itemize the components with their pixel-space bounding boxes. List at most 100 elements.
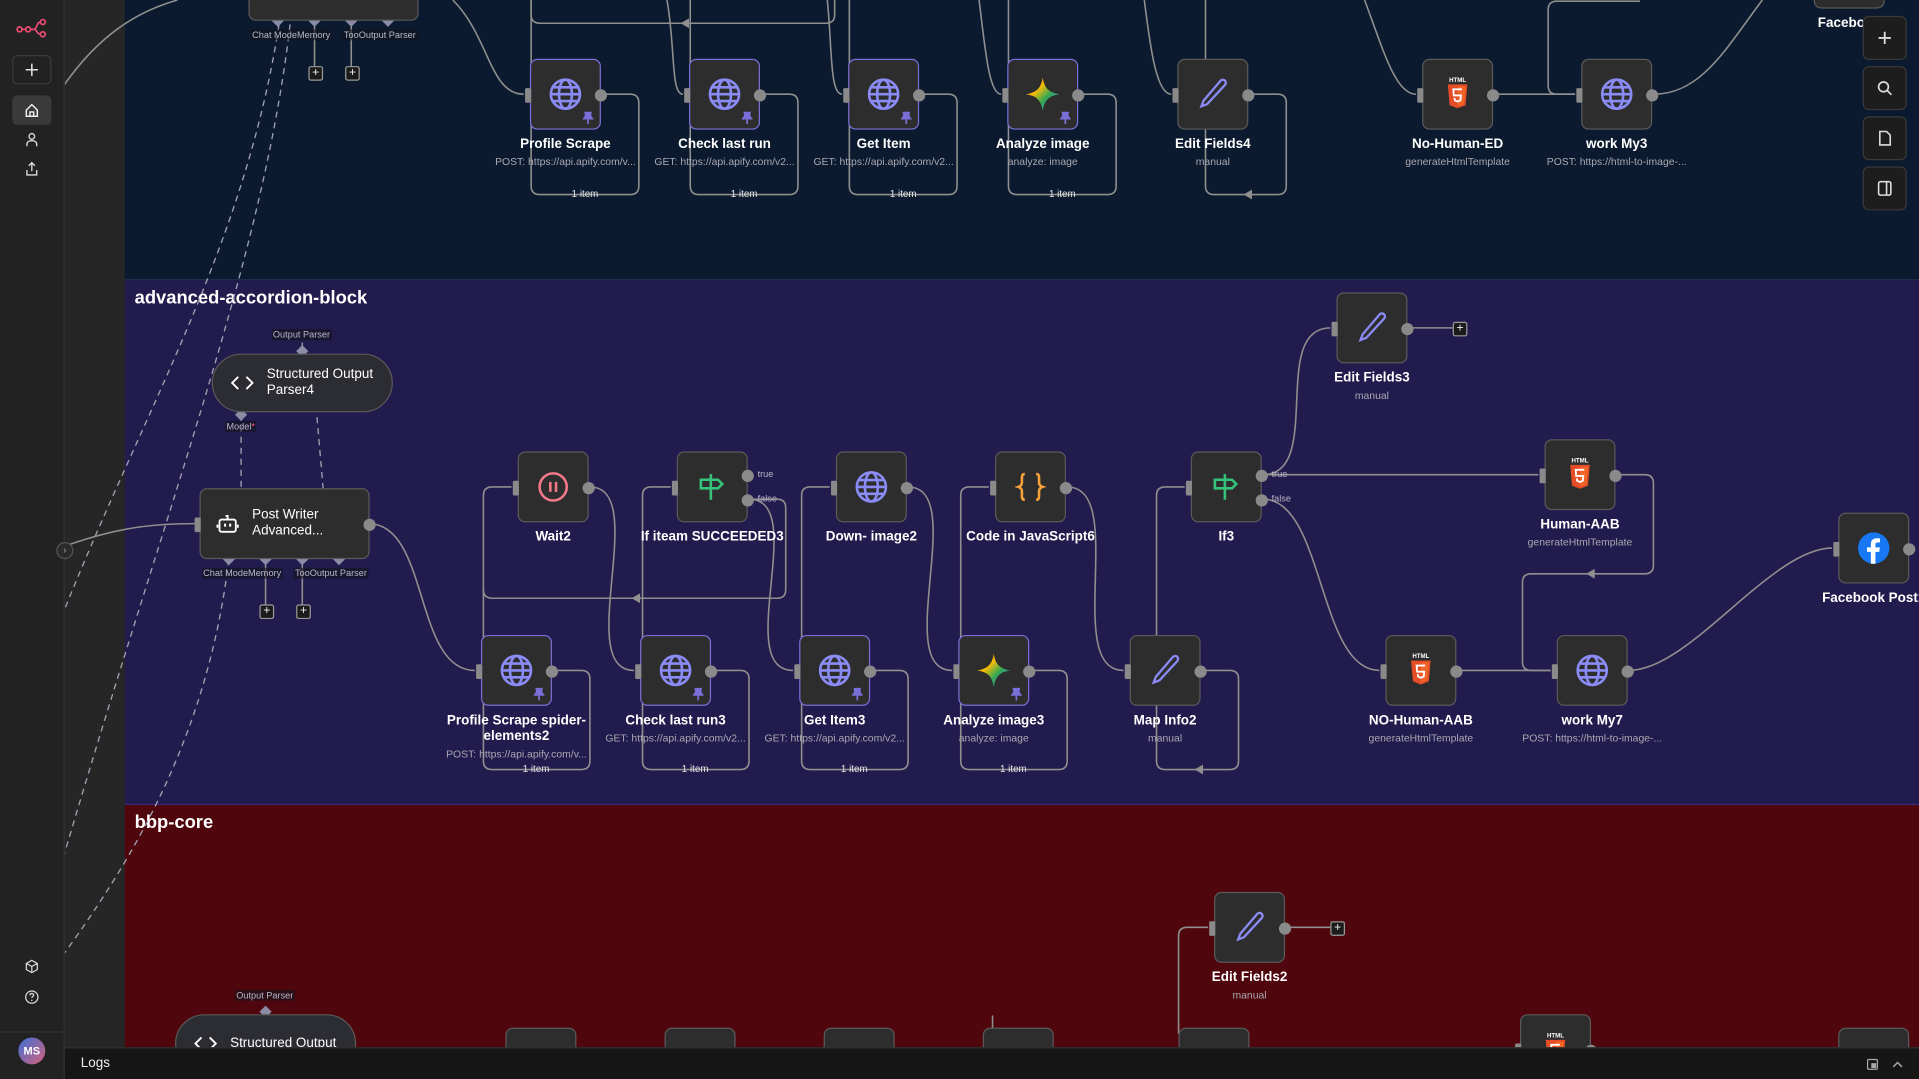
- pin-icon[interactable]: [851, 687, 863, 701]
- output-handle[interactable]: [1278, 922, 1292, 935]
- add-sticky-note-button[interactable]: [1862, 116, 1907, 161]
- node-map-info2[interactable]: [1124, 634, 1207, 706]
- input-handle[interactable]: [1380, 664, 1387, 679]
- output-handle[interactable]: [704, 665, 718, 678]
- node-no-human-aab[interactable]: HTML: [1380, 634, 1463, 706]
- input-handle[interactable]: [1417, 88, 1424, 103]
- avatar[interactable]: MS: [18, 1037, 46, 1065]
- input-handle[interactable]: [1124, 664, 1131, 679]
- node-profile-scrape[interactable]: [525, 58, 608, 130]
- logs-panel[interactable]: Logs: [64, 1047, 1919, 1079]
- popout-icon[interactable]: [1866, 1058, 1878, 1070]
- sidebar-item-personal[interactable]: [12, 125, 51, 154]
- input-handle[interactable]: [194, 517, 201, 533]
- output-handle[interactable]: [1242, 89, 1255, 102]
- input-handle[interactable]: [1551, 664, 1558, 679]
- input-handle[interactable]: [1185, 480, 1193, 496]
- node-edit-fields2[interactable]: [1209, 891, 1292, 963]
- node-analyze-image3[interactable]: [953, 634, 1036, 706]
- node-edit-fields3[interactable]: [1331, 292, 1414, 364]
- output-handle[interactable]: [545, 665, 559, 678]
- node-no-human-ed[interactable]: HTML: [1417, 58, 1500, 130]
- node-work-my7[interactable]: [1551, 634, 1634, 706]
- input-handle[interactable]: [512, 480, 519, 496]
- output-handle-false[interactable]: [741, 494, 754, 507]
- output-handle[interactable]: [594, 89, 608, 102]
- pin-icon[interactable]: [741, 111, 753, 125]
- input-handle[interactable]: [671, 480, 679, 496]
- add-sub-node-button[interactable]: +: [296, 604, 311, 620]
- node-get-item[interactable]: [843, 58, 926, 130]
- node-analyze-image[interactable]: [1002, 58, 1085, 130]
- expand-panel-button[interactable]: ›: [56, 541, 74, 560]
- output-handle[interactable]: [1194, 665, 1207, 678]
- node-code-js6[interactable]: [990, 451, 1073, 523]
- output-handle-true[interactable]: [741, 469, 754, 483]
- output-handle[interactable]: [900, 482, 913, 495]
- output-handle[interactable]: [1401, 322, 1414, 336]
- input-handle[interactable]: [684, 88, 691, 103]
- output-handle[interactable]: [1609, 469, 1622, 483]
- input-handle[interactable]: [1002, 88, 1009, 103]
- input-handle[interactable]: [635, 664, 642, 679]
- add-sub-node-button[interactable]: +: [308, 66, 324, 81]
- output-handle-true[interactable]: [1255, 469, 1268, 483]
- sidebar-item-templates[interactable]: [12, 952, 51, 981]
- node-if-succeeded3[interactable]: [671, 451, 754, 523]
- output-handle[interactable]: [912, 89, 926, 102]
- add-sub-node-button[interactable]: +: [259, 604, 275, 620]
- input-handle[interactable]: [1172, 88, 1179, 103]
- input-handle[interactable]: [1539, 468, 1546, 484]
- input-handle[interactable]: [525, 88, 532, 103]
- create-button[interactable]: [12, 55, 52, 85]
- search-nodes-button[interactable]: [1862, 66, 1907, 111]
- chevron-up-icon[interactable]: [1892, 1059, 1903, 1069]
- sidebar-item-help[interactable]: [12, 982, 51, 1011]
- input-handle[interactable]: [1833, 541, 1840, 557]
- node-check-last-run3[interactable]: [635, 634, 718, 706]
- add-node-button[interactable]: [1862, 15, 1907, 60]
- node-human-aab[interactable]: HTML: [1539, 439, 1622, 511]
- node-down-image2[interactable]: [830, 451, 913, 523]
- output-handle[interactable]: [363, 518, 376, 531]
- sidebar-item-home[interactable]: [12, 95, 52, 125]
- sidebar-item-shared[interactable]: [12, 154, 51, 183]
- output-handle[interactable]: [1486, 89, 1500, 102]
- output-handle[interactable]: [753, 89, 767, 102]
- add-sub-node-button[interactable]: +: [345, 66, 360, 81]
- node-facebook-top[interactable]: [1813, 0, 1885, 9]
- sticky-group-bbp-core[interactable]: bbp-core: [124, 804, 1919, 1048]
- output-handle[interactable]: [1059, 482, 1073, 495]
- input-handle[interactable]: [794, 664, 801, 679]
- node-wait2[interactable]: [512, 451, 595, 523]
- pin-icon[interactable]: [1059, 111, 1071, 125]
- input-handle[interactable]: [843, 88, 850, 103]
- add-next-node-button[interactable]: +: [1452, 321, 1468, 337]
- input-handle[interactable]: [990, 480, 997, 496]
- output-handle[interactable]: [1450, 665, 1463, 678]
- input-handle[interactable]: [830, 480, 838, 496]
- pin-icon[interactable]: [692, 687, 704, 701]
- input-handle[interactable]: [1209, 921, 1216, 936]
- output-handle[interactable]: [1646, 89, 1659, 102]
- input-handle[interactable]: [476, 664, 483, 679]
- output-handle-false[interactable]: [1255, 494, 1268, 507]
- node-post-writer[interactable]: Post Writer Advanced...: [194, 488, 376, 560]
- output-handle[interactable]: [1621, 665, 1634, 678]
- pin-icon[interactable]: [582, 111, 594, 125]
- pin-icon[interactable]: [900, 111, 912, 125]
- pin-icon[interactable]: [1010, 687, 1022, 701]
- node-if3[interactable]: [1185, 451, 1268, 523]
- add-next-node-button[interactable]: +: [1330, 921, 1346, 936]
- node-get-item3[interactable]: [794, 634, 877, 706]
- output-handle[interactable]: [1072, 89, 1085, 102]
- node-agent-top[interactable]: [248, 0, 419, 21]
- input-handle[interactable]: [1576, 88, 1583, 103]
- output-handle[interactable]: [1903, 543, 1916, 556]
- toggle-panel-button[interactable]: [1862, 166, 1907, 211]
- pin-icon[interactable]: [533, 687, 545, 701]
- output-handle[interactable]: [582, 482, 595, 495]
- n8n-logo[interactable]: [12, 13, 51, 42]
- node-check-last-run[interactable]: [684, 58, 767, 130]
